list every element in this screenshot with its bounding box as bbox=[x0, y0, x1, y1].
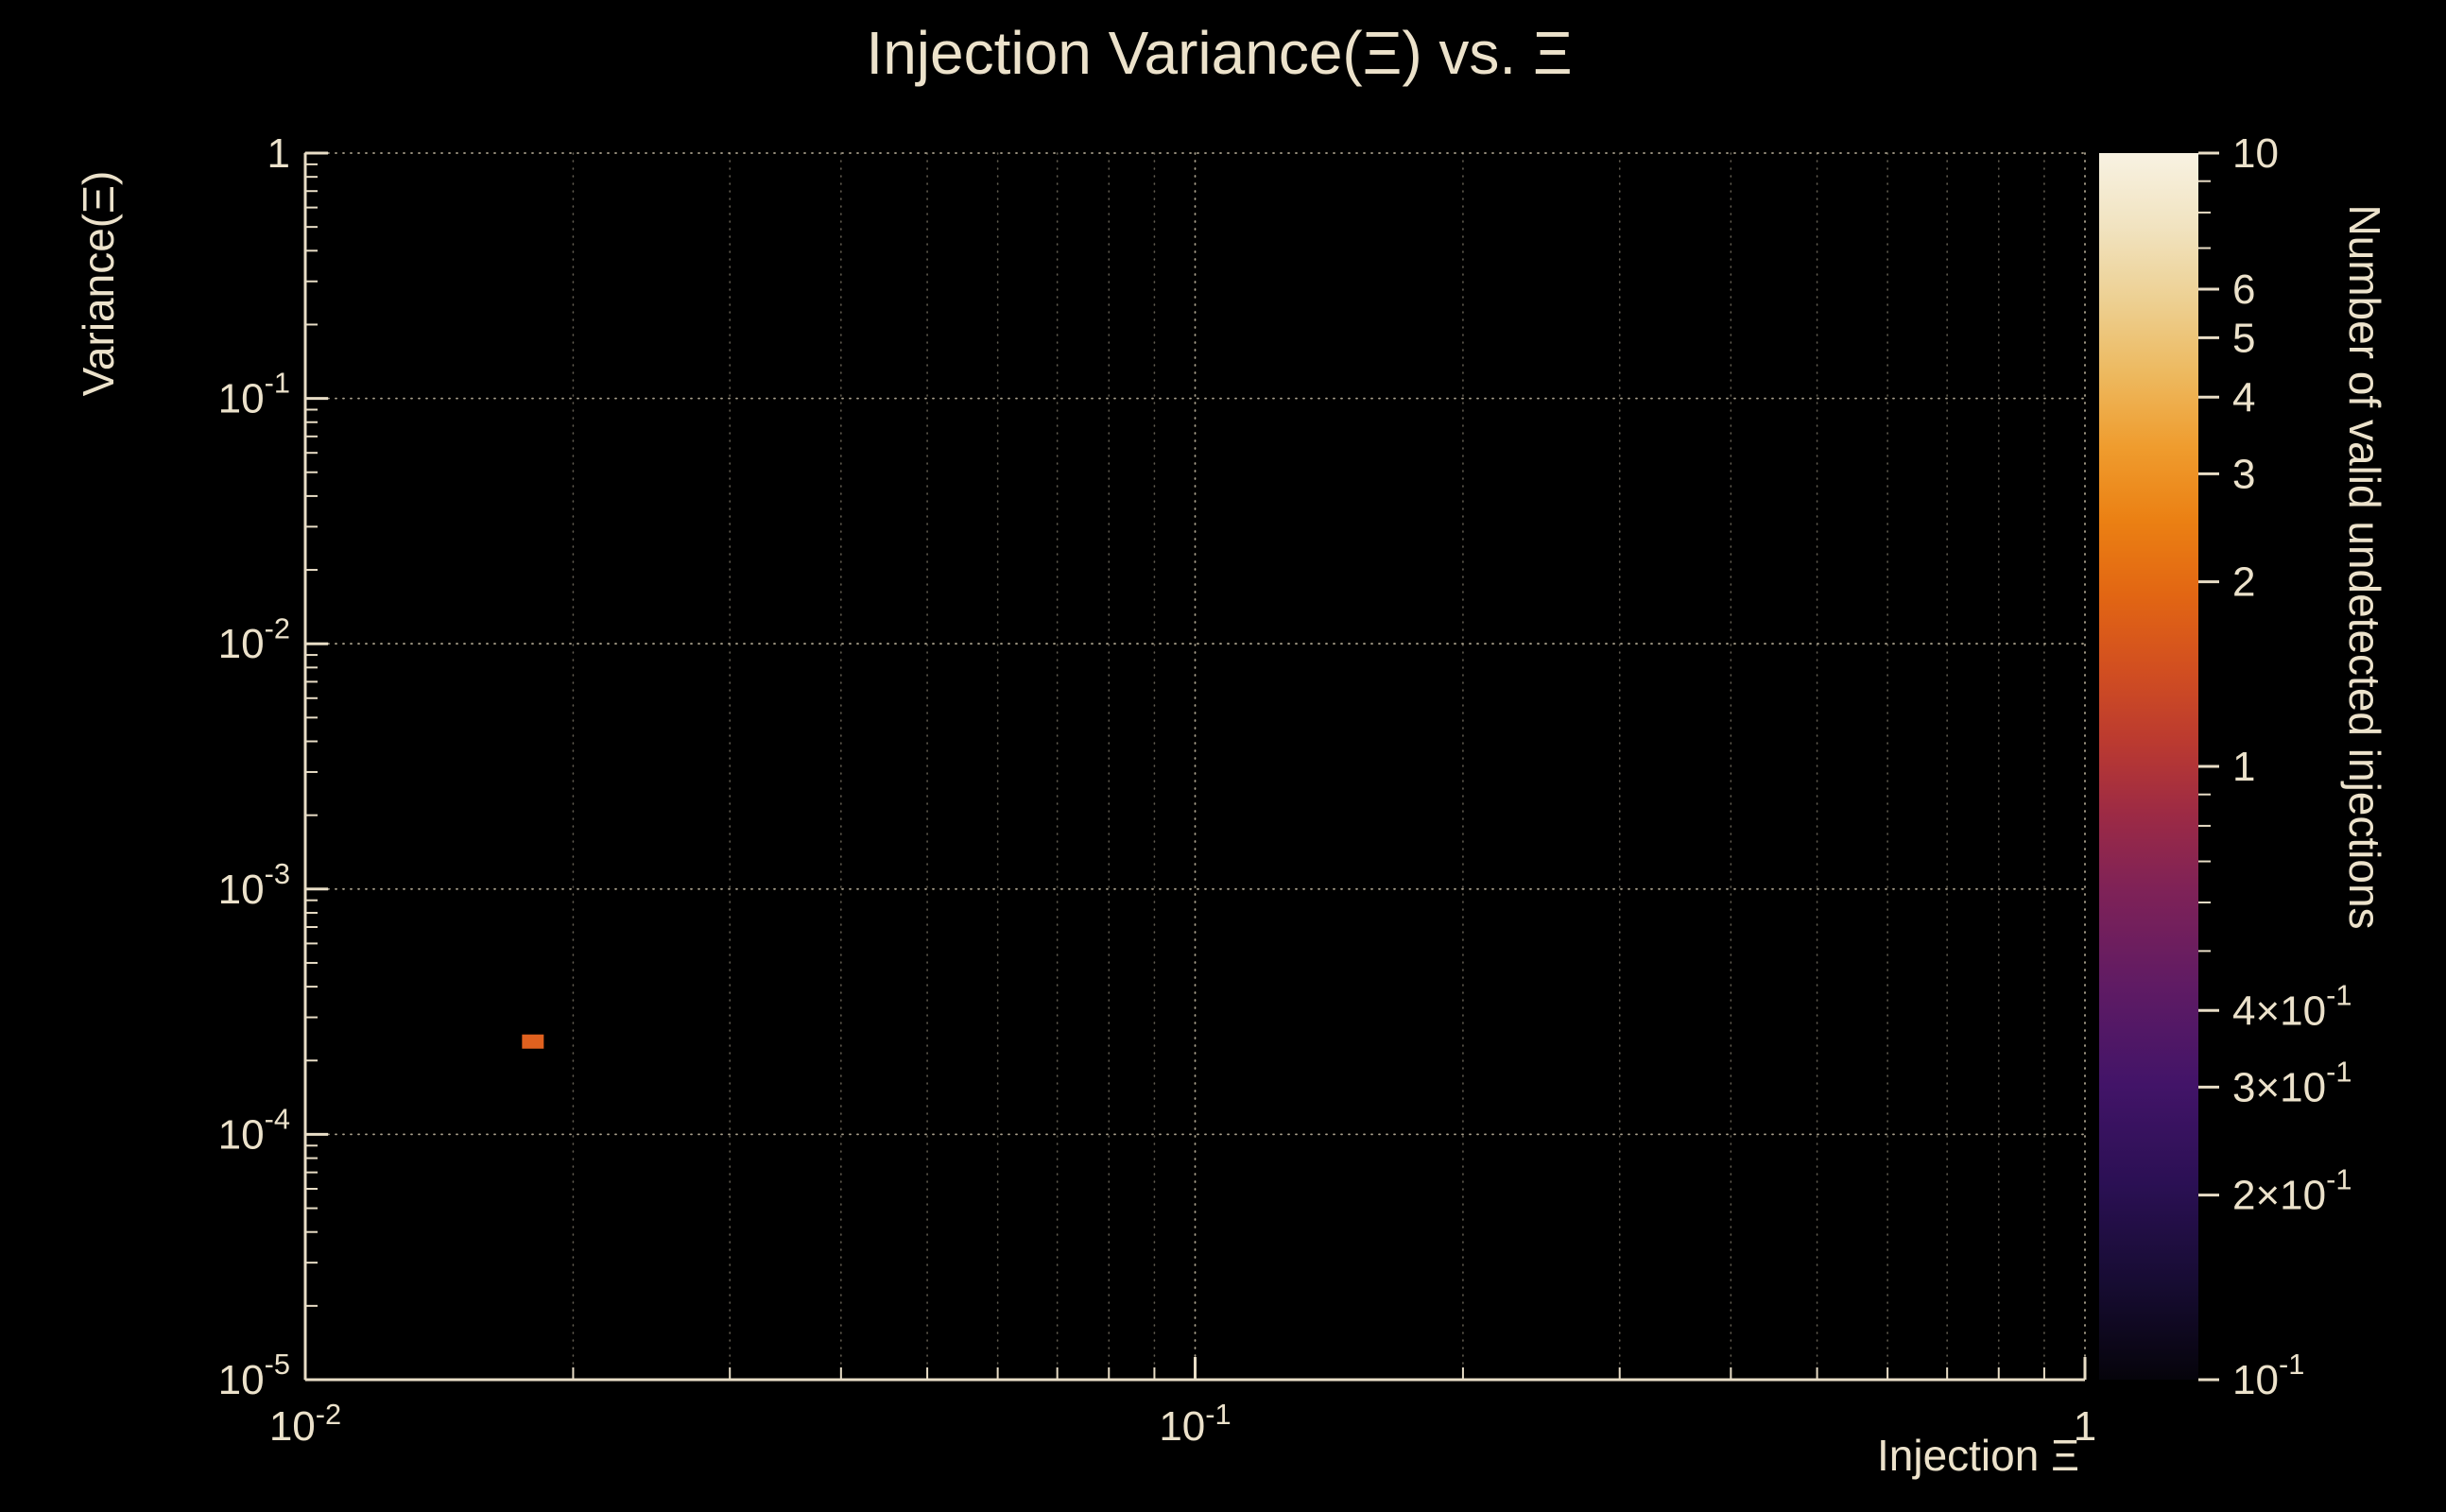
y-tick-label: 1 bbox=[267, 130, 290, 177]
colorbar-tick-label: 10-1 bbox=[2232, 1348, 2304, 1403]
colorbar-tick-label: 5 bbox=[2232, 315, 2255, 361]
x-tick-label: 10-2 bbox=[269, 1398, 341, 1450]
heatmap-bins bbox=[522, 1034, 544, 1049]
colorbar-tick-label: 4×10-1 bbox=[2232, 978, 2352, 1034]
colorbar-tick-label: 10 bbox=[2232, 130, 2279, 177]
colorbar-tick-label: 6 bbox=[2232, 266, 2255, 312]
colorbar-title: Number of valid undetected injections bbox=[2340, 204, 2389, 929]
y-tick-label: 10-1 bbox=[218, 366, 290, 421]
colorbar-tick-label: 2×10-1 bbox=[2232, 1162, 2352, 1218]
y-tick-label: 10-4 bbox=[218, 1102, 290, 1158]
grid-lines bbox=[304, 152, 2086, 1381]
colorbar-tick-label: 3 bbox=[2232, 451, 2255, 497]
y-axis-title: Variance(Ξ) bbox=[74, 171, 123, 397]
y-tick-label: 10-2 bbox=[218, 611, 290, 667]
x-tick-label: 10-1 bbox=[1159, 1398, 1231, 1450]
colorbar-tick-label: 3×10-1 bbox=[2232, 1055, 2352, 1110]
y-tick-label: 10-5 bbox=[218, 1348, 290, 1403]
y-tick-label: 10-3 bbox=[218, 856, 290, 912]
colorbar-tick-label: 2 bbox=[2232, 558, 2255, 605]
chart-title: Injection Variance(Ξ) vs. Ξ bbox=[866, 19, 1572, 87]
x-tick-label: 1 bbox=[2074, 1403, 2096, 1450]
heatmap-bin bbox=[522, 1034, 544, 1049]
colorbar-gradient-bar bbox=[2099, 153, 2198, 1380]
axes bbox=[303, 151, 2087, 1382]
tick-labels: 10-2 10-1 1 1 10-1 10-2 10-3 10-4 10-5 bbox=[218, 130, 2097, 1451]
colorbar: 10 65 4 3 2 1 4×10-1 3×10-1 2×10-1 10-1 bbox=[2099, 130, 2352, 1403]
colorbar-tick-label: 4 bbox=[2232, 374, 2255, 421]
colorbar-tick-label: 1 bbox=[2232, 744, 2255, 790]
x-axis-title: Injection Ξ bbox=[1877, 1431, 2079, 1480]
